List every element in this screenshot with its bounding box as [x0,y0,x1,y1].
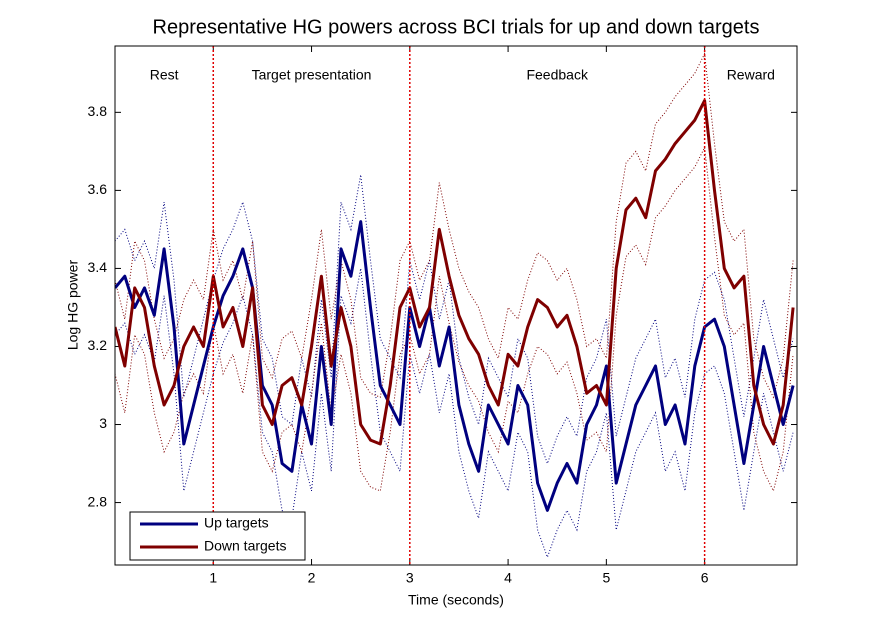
x-tick-label: 4 [504,570,512,586]
phase-label: Reward [727,67,775,83]
x-tick-label: 1 [209,570,217,586]
series-line [115,220,795,512]
y-tick-label: 2.8 [88,493,108,509]
x-axis-label: Time (seconds) [408,592,504,608]
y-tick-label: 3.8 [88,103,108,119]
x-tick-label: 3 [406,570,414,586]
legend-box [129,511,306,561]
series-line [115,99,795,446]
band-line [115,52,794,399]
x-tick-label: 2 [308,570,316,586]
legend-label: Down targets [204,538,286,554]
y-tick-label: 3.4 [88,259,108,275]
phase-label: Target presentation [252,67,372,83]
y-axis-label: Log HG power [65,260,81,351]
legend-label: Up targets [204,515,269,531]
phase-label: Rest [150,67,179,83]
plot-frame [114,45,798,566]
chart-title: Representative HG powers across BCI tria… [153,16,760,38]
y-tick-label: 3.2 [88,337,108,353]
y-tick-label: 3 [99,415,107,431]
phase-label: Feedback [526,67,588,83]
x-tick-label: 5 [602,570,610,586]
y-tick-label: 3.6 [88,181,108,197]
x-tick-label: 6 [701,570,709,586]
plot-lines [115,52,795,559]
